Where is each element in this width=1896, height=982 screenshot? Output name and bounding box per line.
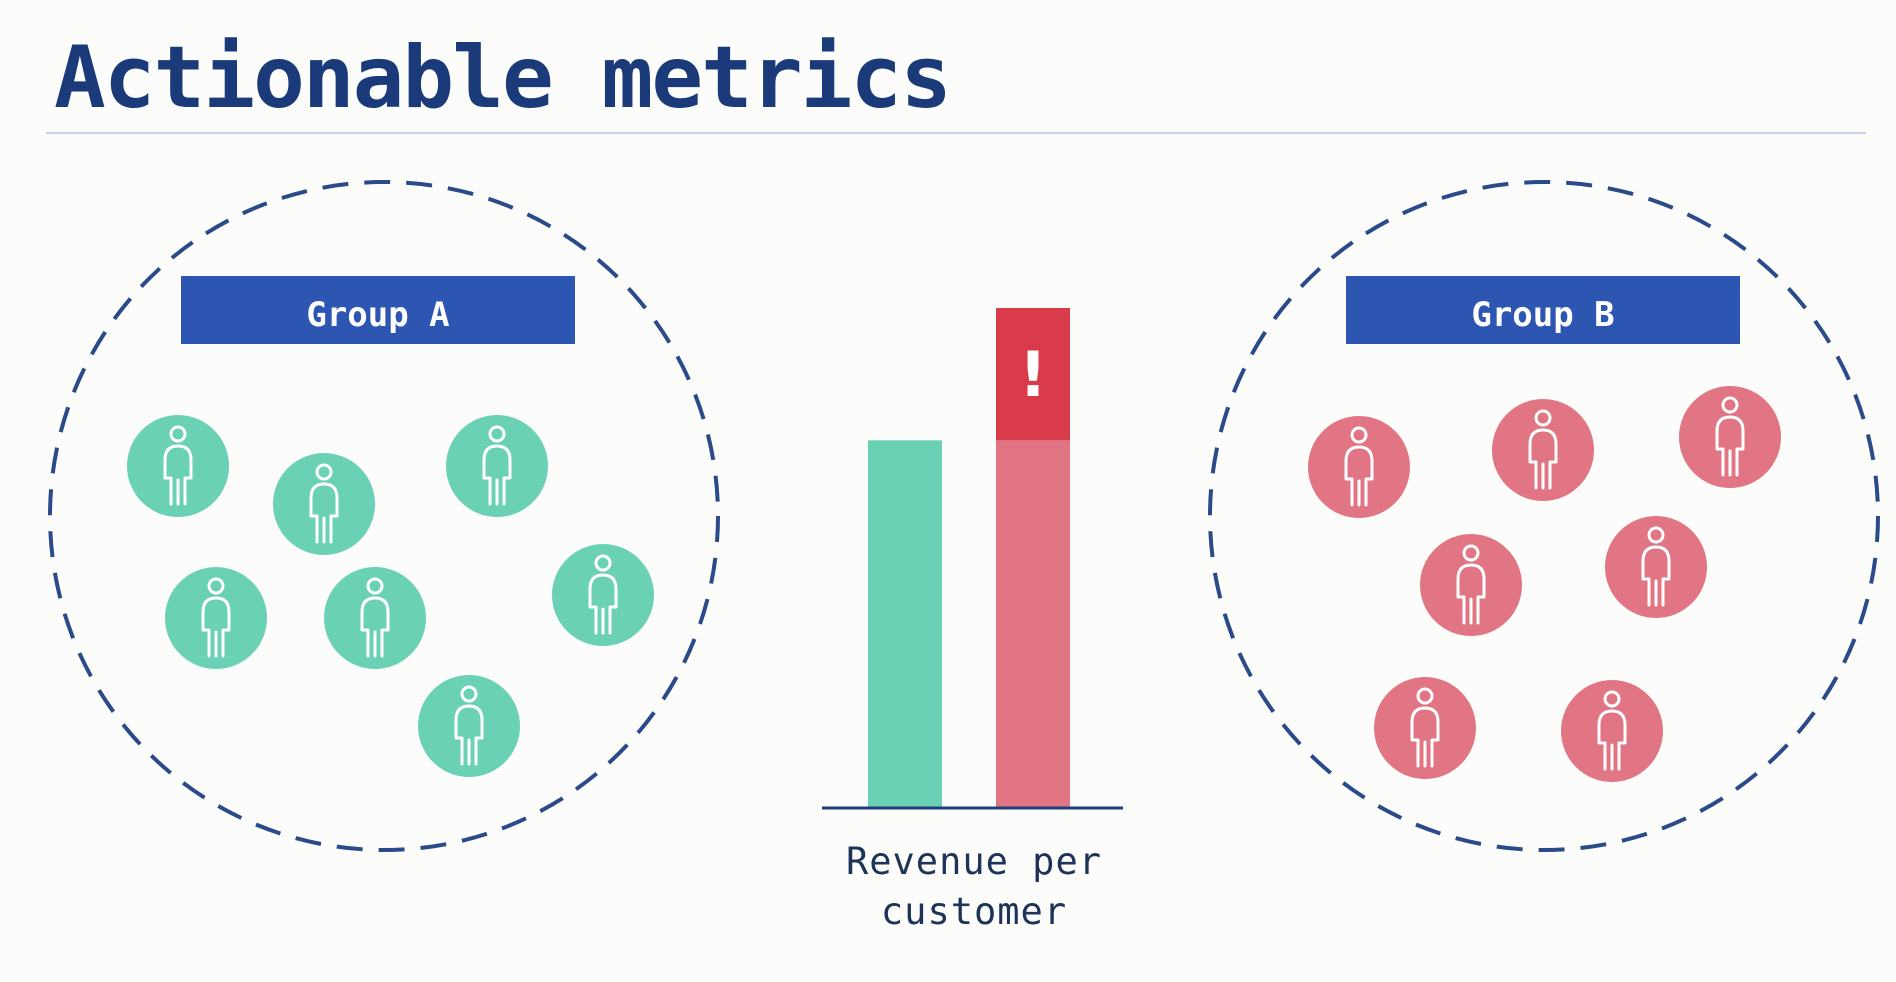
group-a-member	[324, 567, 426, 669]
member-disc	[1679, 386, 1781, 488]
member-disc	[1308, 416, 1410, 518]
alert-icon: !	[1019, 338, 1047, 411]
group-b: Group B	[1208, 180, 1880, 852]
member-disc	[552, 544, 654, 646]
person-icon	[309, 463, 339, 544]
member-disc	[1374, 677, 1476, 779]
group-a-member	[552, 544, 654, 646]
group-b-member	[1420, 534, 1522, 636]
revenue-bars: !	[868, 308, 1070, 808]
bar-group-b	[996, 440, 1070, 808]
member-disc	[273, 453, 375, 555]
group-a-label-box	[181, 276, 575, 344]
group-b-members	[1308, 386, 1781, 782]
person-icon	[588, 554, 618, 635]
group-a-boundary	[48, 180, 720, 852]
person-icon	[454, 685, 484, 766]
group-a-member	[127, 415, 229, 517]
person-icon	[1410, 687, 1440, 768]
person-icon	[1456, 544, 1486, 625]
group-b-boundary	[1208, 180, 1880, 852]
chart-label-line1: Revenue per	[846, 840, 1102, 883]
person-icon	[163, 425, 193, 506]
member-disc	[165, 567, 267, 669]
person-icon	[1344, 426, 1374, 507]
slide-title: Actionable metrics	[54, 28, 952, 128]
member-disc	[1420, 534, 1522, 636]
person-icon	[201, 577, 231, 658]
group-b-label: Group B	[1471, 295, 1614, 335]
group-a-member	[446, 415, 548, 517]
group-a-member	[273, 453, 375, 555]
group-a-member	[418, 675, 520, 777]
member-disc	[1605, 516, 1707, 618]
member-disc	[446, 415, 548, 517]
group-a-member	[165, 567, 267, 669]
member-disc	[1561, 680, 1663, 782]
member-disc	[324, 567, 426, 669]
revenue-chart: ! Revenue per customer	[822, 308, 1123, 933]
person-icon	[1715, 396, 1745, 477]
bar-group-b-excess	[996, 308, 1070, 441]
group-b-member	[1374, 677, 1476, 779]
bar-group-a	[868, 440, 942, 808]
member-disc	[418, 675, 520, 777]
person-icon	[360, 577, 390, 658]
group-b-member	[1308, 416, 1410, 518]
title-divider	[46, 132, 1866, 134]
group-b-member	[1679, 386, 1781, 488]
group-a-label: Group A	[306, 295, 449, 335]
person-icon	[482, 425, 512, 506]
member-disc	[127, 415, 229, 517]
group-b-member	[1605, 516, 1707, 618]
member-disc	[1492, 399, 1594, 501]
group-a-members	[127, 415, 654, 777]
group-b-member	[1561, 680, 1663, 782]
group-b-member	[1492, 399, 1594, 501]
person-icon	[1641, 526, 1671, 607]
group-b-label-box	[1346, 276, 1740, 344]
chart-label-line2: customer	[881, 890, 1067, 933]
person-icon	[1597, 690, 1627, 771]
group-a: Group A	[48, 180, 720, 852]
person-icon	[1528, 409, 1558, 490]
